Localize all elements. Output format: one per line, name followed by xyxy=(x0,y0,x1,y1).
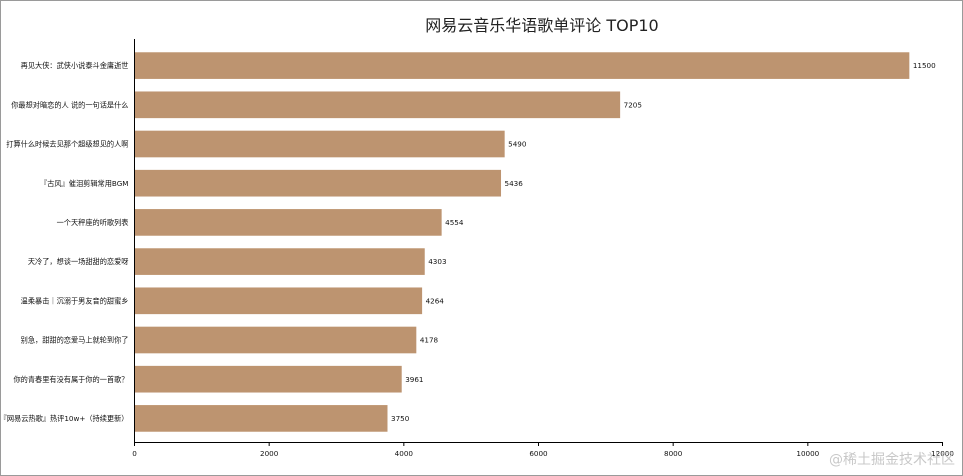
bar-4 xyxy=(135,209,442,236)
x-tick-label-1: 2000 xyxy=(260,449,279,458)
watermark-text: @稀土掘金技术社区 xyxy=(829,452,955,468)
x-tick-label-2: 4000 xyxy=(395,449,414,458)
category-label-9: 『网易云热歌』热评10w+（持续更新） xyxy=(1,414,129,423)
bar-6 xyxy=(135,287,423,315)
value-label-5: 4303 xyxy=(428,257,446,266)
value-label-6: 4264 xyxy=(426,296,445,305)
x-tick-label-3: 6000 xyxy=(529,449,548,458)
bar-2 xyxy=(135,130,505,158)
category-label-7: 别急，甜甜的恋爱马上就轮到你了 xyxy=(21,336,129,345)
category-label-0: 再见大侠：武侠小说泰斗金庸逝世 xyxy=(21,61,129,70)
category-label-2: 打算什么时候去见那个超级想见的人啊 xyxy=(6,140,128,149)
value-label-4: 4554 xyxy=(445,218,464,227)
category-label-8: 你的青春里有没有属于你的一首歌？ xyxy=(13,375,128,384)
value-label-9: 3750 xyxy=(391,414,410,423)
bar-5 xyxy=(135,248,425,275)
x-tick-label-4: 8000 xyxy=(664,449,683,458)
bar-3 xyxy=(135,169,502,197)
value-label-3: 5436 xyxy=(505,179,524,188)
bar-9 xyxy=(135,405,388,432)
category-label-3: 『古风』催泪剪辑常用BGM xyxy=(40,179,128,188)
value-label-1: 7205 xyxy=(624,100,642,109)
category-label-1: 你最想对暗恋的人 说的一句话是什么 xyxy=(11,100,128,109)
category-label-4: 一个天秤座的听歌列表 xyxy=(57,218,129,227)
bars-layer xyxy=(135,52,910,432)
value-label-0: 11500 xyxy=(913,61,936,70)
x-tick-label-6: 12000 xyxy=(931,449,954,458)
bar-0 xyxy=(135,52,910,79)
x-axis-ticks: 0 2000 4000 6000 8000 10000 12000 xyxy=(132,442,954,458)
x-tick-label-5: 10000 xyxy=(796,449,819,458)
bar-8 xyxy=(135,365,402,393)
category-label-5: 天冷了，想谈一场甜甜的恋爱呀 xyxy=(28,257,129,266)
category-label-6: 温柔暴击｜沉溺于男友音的甜蜜乡 xyxy=(21,296,129,305)
chart-title: 网易云音乐华语歌单评论 TOP10 xyxy=(425,16,658,35)
value-label-2: 5490 xyxy=(508,140,527,149)
bar-7 xyxy=(135,326,417,354)
x-tick-label-0: 0 xyxy=(132,449,137,458)
value-label-7: 4178 xyxy=(420,336,439,345)
value-labels: 11500 7205 5490 5436 4554 4303 4264 4178 3961 375… xyxy=(391,61,936,423)
bar-1 xyxy=(135,91,621,119)
value-label-8: 3961 xyxy=(405,375,423,384)
